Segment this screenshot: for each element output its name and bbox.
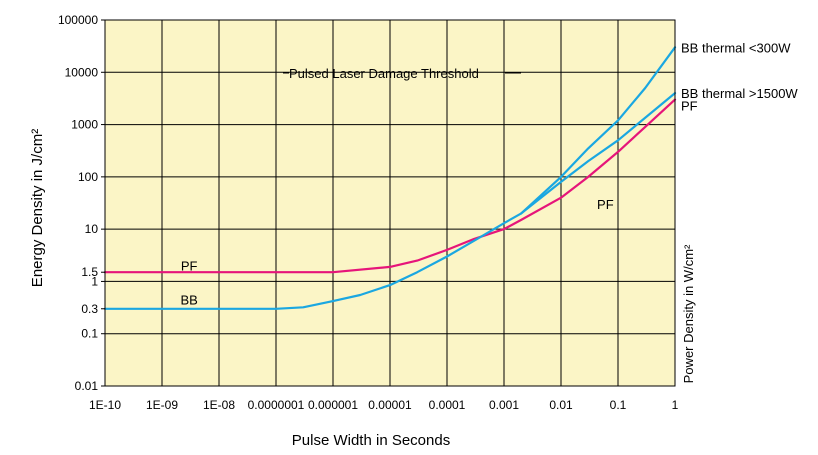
y-axis-ticks: 100000 10000 1000 100 10 1.51 0.3 0.1 0.01	[58, 13, 105, 393]
y-tick-label: 100	[78, 170, 98, 184]
annotation-bb: BB	[181, 293, 198, 308]
annotation-bb-thermal-300w: BB thermal <300W	[681, 40, 791, 55]
annotation-bb-thermal-1500w: BB thermal >1500W	[681, 86, 798, 101]
annotation-pf: PF	[681, 99, 698, 114]
x-tick-label: 0.01	[549, 398, 573, 412]
series-line-pf	[103, 98, 677, 274]
x-tick-label: 0.001	[489, 398, 519, 412]
series-lines	[103, 46, 677, 310]
grid-lines	[105, 20, 675, 386]
plot-frame	[104, 19, 676, 387]
series-line-bb-thermal-300w	[520, 46, 677, 215]
y-tick-label: 100000	[58, 13, 98, 27]
x-tick-label: 0.00001	[368, 398, 412, 412]
x-tick-label: 0.1	[610, 398, 627, 412]
y-tick-label: 0.1	[81, 327, 98, 341]
x-axis-ticks: 1E-10 1E-09 1E-08 0.0000001 0.000001 0.00001 0…	[89, 398, 679, 412]
y-tick-label: 10	[85, 222, 99, 236]
x-tick-label: 0.0000001	[248, 398, 305, 412]
x-tick-label: 1E-08	[203, 398, 235, 412]
y-axis-label: Energy Density in J/cm²	[29, 129, 46, 287]
x-tick-label: 1E-09	[146, 398, 178, 412]
x-tick-label: 1E-10	[89, 398, 121, 412]
y-tick-label: 10000	[65, 65, 99, 79]
annotation-pf: PF	[597, 197, 614, 212]
y-tick-label: 1000	[71, 118, 98, 132]
chart-title-group: Pulsed Laser Damage Threshold	[283, 66, 521, 81]
y-tick-label: 1.5	[81, 265, 98, 279]
y-tick-label: 0.01	[75, 379, 99, 393]
x-tick-label: 1	[672, 398, 679, 412]
y-axis-label-right: Power Density in W/cm²	[681, 244, 696, 383]
x-axis-label: Pulse Width in Seconds	[292, 432, 450, 449]
chart-title: Pulsed Laser Damage Threshold	[289, 66, 479, 81]
y-tick-label: 0.3	[81, 302, 98, 316]
y-tick-label: 1	[91, 274, 98, 288]
annotation-pf: PF	[181, 259, 198, 274]
x-tick-label: 0.000001	[308, 398, 358, 412]
x-tick-label: 0.0001	[429, 398, 466, 412]
series-line-bb-thermal-1500w	[103, 92, 677, 310]
